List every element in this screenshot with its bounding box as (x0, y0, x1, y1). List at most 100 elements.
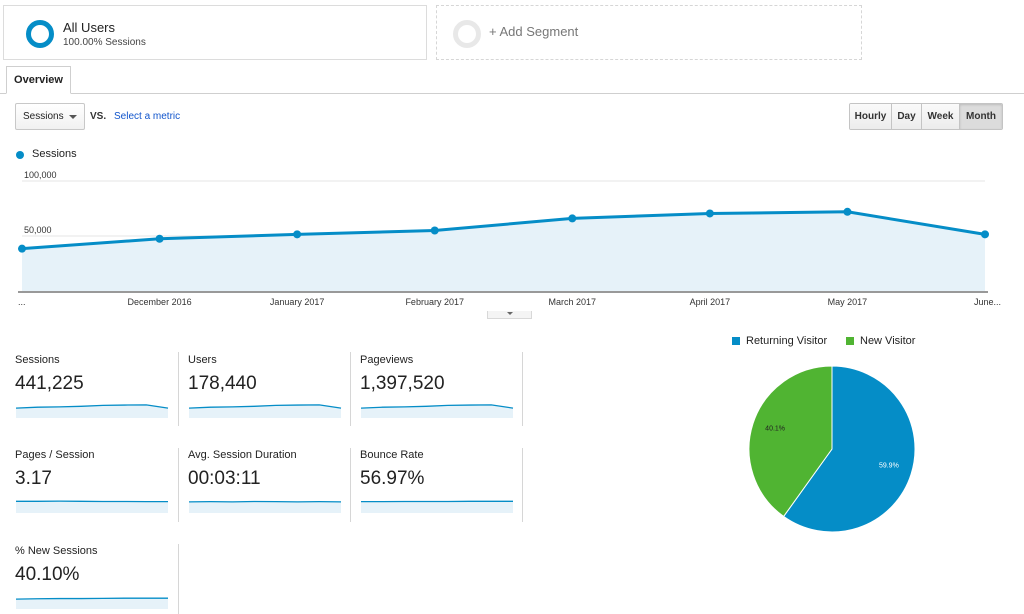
tab-divider (0, 93, 1024, 94)
chevron-down-icon (507, 312, 513, 315)
metric-sparkline (16, 597, 168, 609)
metric-sparkline (16, 404, 169, 418)
sparkline-area (16, 404, 168, 418)
week-button[interactable]: Week (922, 104, 960, 129)
segment-title: All Users (63, 20, 116, 35)
x-tick-label: March 2017 (549, 297, 597, 307)
tile-divider (178, 544, 179, 614)
vs-label: VS. (90, 111, 107, 122)
metric-select[interactable]: Sessions (15, 103, 85, 130)
sessions-area (22, 211, 985, 291)
chart-legend-sessions: Sessions (32, 148, 77, 160)
sessions-point[interactable] (981, 230, 989, 239)
sparkline-line (16, 597, 168, 600)
metric-label: Pageviews (360, 354, 414, 366)
segment-subtitle: 100.00% Sessions (63, 37, 146, 48)
sparkline-area (189, 404, 341, 418)
sparkline-area (16, 501, 168, 513)
sparkline-line (189, 404, 342, 409)
sessions-point[interactable] (843, 207, 852, 216)
x-tick-label: May 2017 (828, 297, 868, 307)
metric-tile[interactable]: Users 178,440 (188, 354, 352, 434)
pie-legend-returning-label: Returning Visitor (746, 335, 828, 347)
x-tick-label: April 2017 (690, 297, 731, 307)
sessions-legend-dot-icon (16, 151, 24, 159)
x-tick-label: February 2017 (405, 297, 464, 307)
metric-sparkline (189, 500, 342, 513)
sparkline-line (361, 404, 514, 409)
empty-segment-ring-icon (453, 20, 481, 48)
sparkline-line (16, 500, 168, 503)
day-button[interactable]: Day (892, 104, 922, 129)
metric-tile[interactable]: Sessions 441,225 (15, 354, 179, 434)
sparkline-area (189, 501, 341, 513)
sparkline-line (16, 404, 169, 409)
select-metric-link[interactable]: Select a metric (114, 111, 181, 122)
tile-divider (522, 352, 523, 426)
tab-overview[interactable]: Overview (6, 66, 71, 94)
add-segment-label: + Add Segment (489, 24, 579, 39)
time-granularity-group: Hourly Day Week Month (849, 103, 1003, 130)
pie-slice-label: 59.9% (879, 462, 899, 469)
x-tick-label: December 2016 (128, 297, 192, 307)
tile-divider (178, 352, 179, 426)
sessions-point[interactable] (18, 244, 26, 253)
metric-label: % New Sessions (15, 545, 98, 557)
tile-divider (350, 352, 351, 426)
metric-label: Pages / Session (15, 449, 95, 461)
y-tick-label: 50,000 (24, 225, 52, 235)
metric-label: Avg. Session Duration (188, 449, 297, 461)
metric-value: 00:03:11 (188, 468, 261, 489)
pie-slice[interactable] (782, 365, 916, 533)
month-button[interactable]: Month (960, 104, 1002, 129)
metric-value: 1,397,520 (360, 373, 445, 394)
chevron-down-icon (69, 115, 77, 119)
segment-ring-icon (26, 20, 54, 48)
y-tick-label: 100,000 (24, 170, 57, 180)
metric-tile[interactable]: Bounce Rate 56.97% (360, 449, 524, 529)
hourly-button[interactable]: Hourly (850, 104, 892, 129)
metric-sparkline (189, 404, 342, 418)
sessions-point[interactable] (155, 234, 164, 243)
returning-swatch-icon (732, 337, 740, 345)
sparkline-area (16, 598, 168, 609)
tile-divider (522, 448, 523, 522)
pie-legend-new-label: New Visitor (860, 335, 916, 347)
metric-tile[interactable]: Avg. Session Duration 00:03:11 (188, 449, 352, 529)
sessions-point[interactable] (293, 230, 302, 239)
x-tick-label: ... (18, 297, 26, 307)
sessions-point[interactable] (568, 214, 577, 223)
sessions-point[interactable] (430, 226, 439, 235)
metric-sparkline (16, 500, 168, 513)
metric-label: Users (188, 354, 217, 366)
metric-sparkline (361, 404, 514, 418)
pie-slice[interactable] (748, 365, 833, 518)
metric-value: 56.97% (360, 468, 425, 489)
sparkline-area (361, 501, 513, 513)
x-tick-label: June... (974, 297, 1001, 307)
segment-all-users[interactable]: All Users 100.00% Sessions (3, 5, 427, 60)
metric-value: 441,225 (15, 373, 84, 394)
metric-value: 3.17 (15, 468, 52, 489)
visitor-type-pie-chart: 59.9% 40.1% (748, 365, 916, 533)
pie-legend-returning[interactable]: Returning Visitor (732, 335, 827, 347)
metric-value: 178,440 (188, 373, 257, 394)
chart-collapse-toggle[interactable] (487, 311, 532, 319)
sparkline-area (361, 404, 513, 418)
metric-tile[interactable]: % New Sessions 40.10% (15, 545, 179, 614)
add-segment-button[interactable]: + Add Segment (436, 5, 862, 60)
sessions-point[interactable] (705, 209, 714, 218)
metric-select-value: Sessions (23, 111, 64, 122)
metric-label: Sessions (15, 354, 60, 366)
metric-label: Bounce Rate (360, 449, 424, 461)
metric-tile[interactable]: Pageviews 1,397,520 (360, 354, 524, 434)
tile-divider (350, 448, 351, 522)
sessions-line-chart: 100,000 50,000... December 2016 January 201… (18, 170, 1001, 307)
x-tick-label: January 2017 (270, 297, 325, 307)
metric-tile[interactable]: Pages / Session 3.17 (15, 449, 179, 529)
new-swatch-icon (846, 337, 854, 345)
tile-divider (178, 448, 179, 522)
pie-legend-new[interactable]: New Visitor (846, 335, 915, 347)
metric-sparkline (361, 500, 513, 513)
sessions-line (21, 210, 986, 251)
